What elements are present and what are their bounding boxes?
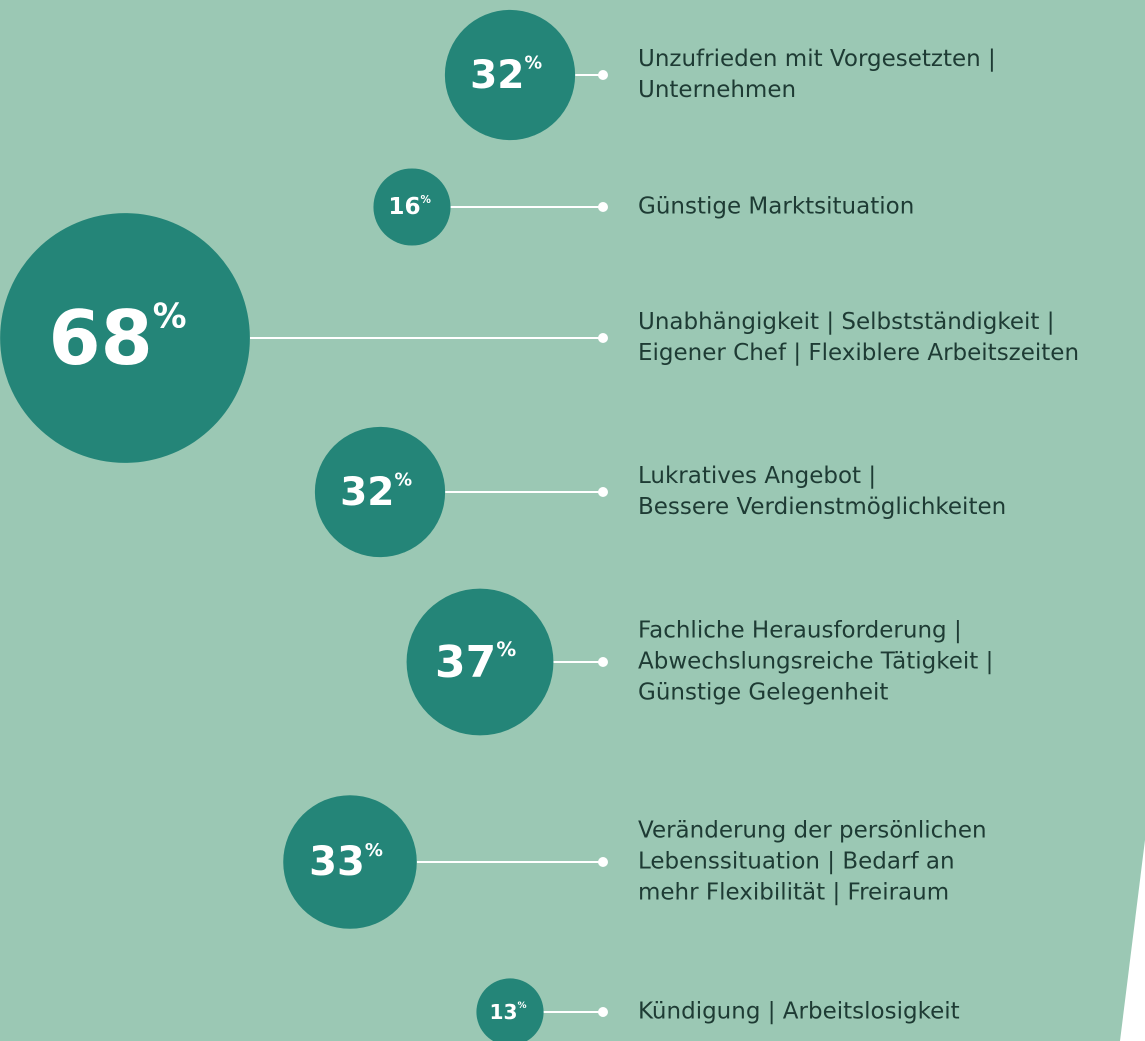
category-label: Unternehmen — [638, 77, 796, 103]
connector-dot — [598, 333, 608, 343]
category-label: Günstige Marktsituation — [638, 194, 914, 220]
bubble — [406, 588, 554, 736]
bubble-label: 37% — [435, 637, 516, 688]
category-label: Kündigung | Arbeitslosigkeit — [638, 999, 960, 1025]
bubble-label: 32% — [470, 53, 542, 98]
category-label: Lebenssituation | Bedarf an — [638, 849, 955, 875]
unit: % — [365, 839, 383, 860]
category-label: Eigener Chef | Flexiblere Arbeitszeiten — [638, 340, 1079, 366]
unit: % — [421, 194, 432, 206]
bubble-label: 32% — [340, 470, 412, 515]
bubble — [283, 795, 417, 929]
bubble — [373, 168, 451, 246]
category-label: mehr Flexibilität | Freiraum — [638, 880, 949, 906]
value: 68 — [48, 294, 152, 382]
category-label: Lukratives Angebot | — [638, 463, 876, 489]
value: 13 — [489, 1000, 517, 1024]
category-label: Veränderung der persönlichen — [638, 818, 987, 844]
bubble — [0, 213, 250, 463]
category-label: Unabhängigkeit | Selbstständigkeit | — [638, 309, 1055, 335]
connector-dot — [598, 202, 608, 212]
category-label: Bessere Verdienstmöglichkeiten — [638, 494, 1006, 520]
bubble-label: 68% — [48, 294, 186, 382]
value: 32 — [470, 53, 524, 98]
category-label: Günstige Gelegenheit — [638, 680, 888, 706]
connector-dot — [598, 857, 608, 867]
connector-dot — [598, 487, 608, 497]
bubble-label: 16% — [388, 194, 431, 220]
unit: % — [517, 1001, 526, 1011]
category-label: Abwechslungsreiche Tätigkeit | — [638, 649, 993, 675]
category-label: Unzufrieden mit Vorgesetzten | — [638, 46, 996, 72]
corner-decoration — [1120, 840, 1145, 1041]
value: 32 — [340, 470, 394, 515]
bubble — [476, 978, 544, 1041]
value: 16 — [388, 194, 420, 220]
value: 33 — [309, 839, 365, 885]
unit: % — [394, 470, 412, 490]
value: 37 — [435, 637, 496, 688]
unit: % — [524, 53, 542, 73]
unit: % — [496, 637, 516, 660]
bubble-label: 33% — [309, 839, 383, 885]
connector-dot — [598, 657, 608, 667]
bubble — [314, 426, 446, 558]
connector-dot — [598, 1007, 608, 1017]
bubble-label: 13% — [489, 1000, 526, 1024]
category-label: Fachliche Herausforderung | — [638, 618, 962, 644]
bubble — [444, 9, 576, 141]
unit: % — [153, 296, 187, 335]
connector-dot — [598, 70, 608, 80]
